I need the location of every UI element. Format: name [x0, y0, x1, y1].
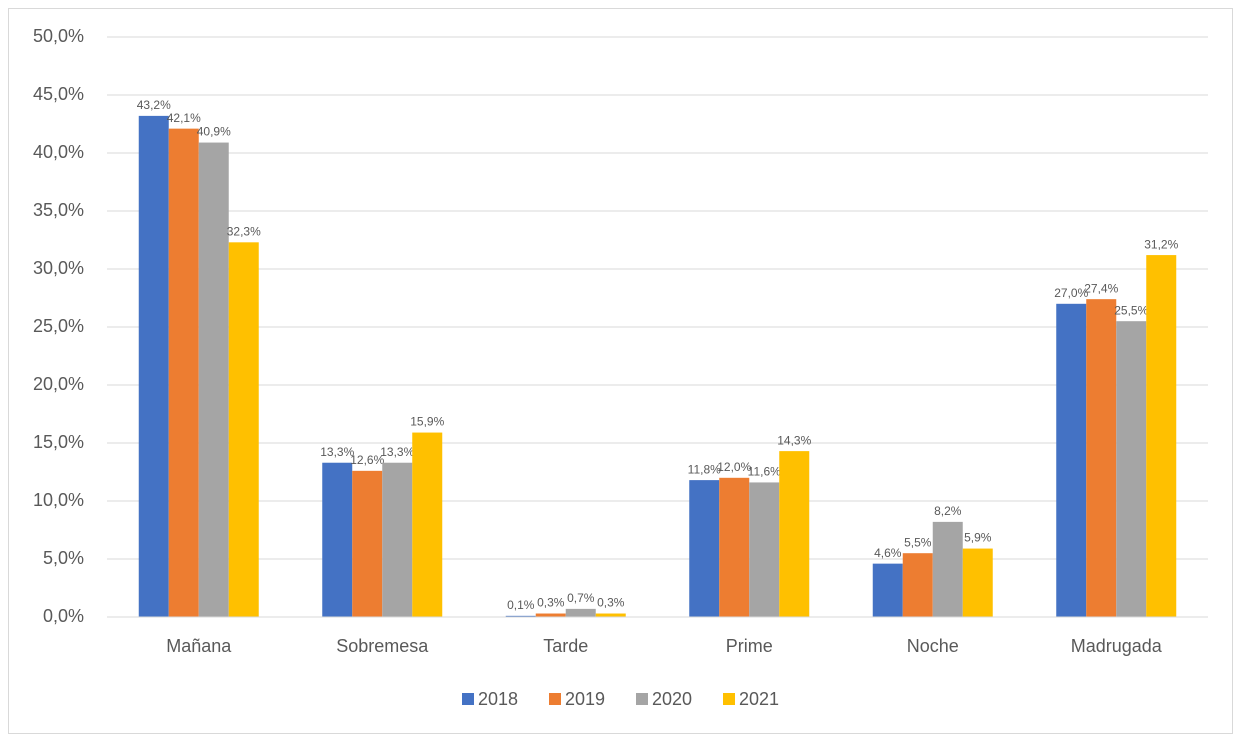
y-tick-label: 45,0%	[33, 84, 84, 104]
y-tick-label: 35,0%	[33, 200, 84, 220]
bar	[322, 462, 353, 617]
x-tick-label: Prime	[726, 636, 773, 656]
bar	[719, 477, 750, 617]
data-label: 42,1%	[167, 111, 201, 125]
y-tick-label: 0,0%	[43, 606, 84, 626]
bar	[138, 115, 169, 617]
y-tick-label: 5,0%	[43, 548, 84, 568]
data-label: 14,3%	[777, 433, 811, 447]
data-label: 4,6%	[874, 546, 902, 560]
data-label: 12,0%	[717, 460, 751, 474]
x-tick-label: Sobremesa	[336, 636, 429, 656]
data-label: 11,8%	[688, 462, 721, 476]
y-tick-label: 25,0%	[33, 316, 84, 336]
bar	[1056, 303, 1087, 617]
data-label: 0,1%	[507, 598, 535, 612]
y-tick-label: 20,0%	[33, 374, 84, 394]
bar	[168, 128, 199, 617]
data-label: 5,9%	[964, 531, 992, 545]
data-label: 0,3%	[597, 596, 625, 610]
data-label: 27,4%	[1084, 281, 1118, 295]
bar	[535, 613, 566, 617]
legend-label: 2018	[478, 689, 518, 709]
legend-swatch	[636, 693, 648, 705]
bar	[902, 553, 933, 617]
legend-swatch	[549, 693, 561, 705]
legend-label: 2019	[565, 689, 605, 709]
data-label: 31,2%	[1144, 237, 1178, 251]
bar	[932, 521, 963, 617]
bar	[689, 480, 720, 617]
data-label: 0,7%	[567, 591, 595, 605]
bar	[412, 432, 443, 617]
bar	[595, 613, 626, 617]
data-label: 25,5%	[1114, 303, 1148, 317]
x-tick-label: Madrugada	[1071, 636, 1163, 656]
y-tick-label: 15,0%	[33, 432, 84, 452]
y-tick-label: 50,0%	[33, 26, 84, 46]
bar	[1116, 321, 1147, 617]
data-label: 15,9%	[410, 415, 444, 429]
legend-label: 2021	[739, 689, 779, 709]
bar	[198, 142, 229, 617]
bar	[352, 470, 383, 617]
x-tick-label: Noche	[907, 636, 959, 656]
x-tick-label: Tarde	[543, 636, 588, 656]
bar	[505, 615, 536, 617]
data-label: 43,2%	[137, 98, 171, 112]
bar	[1146, 255, 1177, 617]
bar	[872, 563, 903, 617]
legend-label: 2020	[652, 689, 692, 709]
bar	[228, 242, 259, 617]
data-label: 40,9%	[197, 125, 231, 139]
data-label: 27,0%	[1054, 286, 1088, 300]
bar	[962, 548, 993, 617]
y-tick-label: 10,0%	[33, 490, 84, 510]
data-label: 0,3%	[537, 596, 565, 610]
bar	[1086, 299, 1117, 617]
legend-swatch	[723, 693, 735, 705]
y-tick-label: 40,0%	[33, 142, 84, 162]
legend-swatch	[462, 693, 474, 705]
y-tick-label: 30,0%	[33, 258, 84, 278]
x-tick-label: Mañana	[166, 636, 232, 656]
data-label: 13,3%	[320, 445, 354, 459]
bar	[382, 462, 413, 617]
data-label: 8,2%	[934, 504, 962, 518]
bar	[749, 482, 780, 617]
data-label: 5,5%	[904, 535, 932, 549]
bar	[565, 608, 596, 617]
data-label: 11,6%	[748, 465, 781, 479]
data-label: 12,6%	[350, 453, 384, 467]
data-label: 32,3%	[227, 224, 261, 238]
bar	[779, 451, 810, 617]
data-label: 13,3%	[380, 445, 414, 459]
